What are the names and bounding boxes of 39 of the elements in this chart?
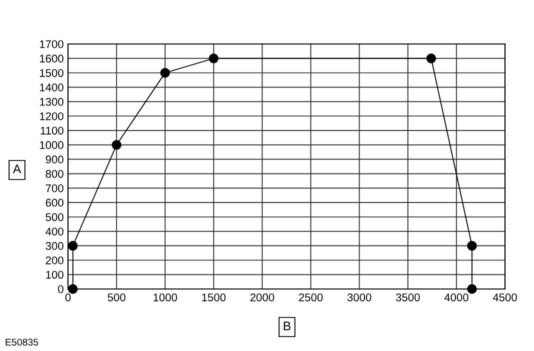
y-tick-label: 100 xyxy=(46,270,64,279)
y-tick-label: 1300 xyxy=(40,98,64,106)
point xyxy=(68,284,78,294)
y-tick-label: 0 xyxy=(58,285,64,294)
y-tick-label: 600 xyxy=(46,198,64,207)
y-tick-label: 400 xyxy=(46,228,64,236)
x-tick-label: 4000 xyxy=(444,293,468,302)
y-tick-label: 700 xyxy=(46,184,64,192)
y-tick-label: 500 xyxy=(46,213,64,222)
y-tick-label: 1500 xyxy=(40,69,64,77)
x-tick-label: 3000 xyxy=(347,293,372,302)
point xyxy=(160,68,170,78)
y-tick-label: 200 xyxy=(46,256,64,264)
text: E50835 xyxy=(6,338,38,346)
x-tick-label: 4500 xyxy=(492,293,517,302)
point xyxy=(68,240,78,251)
point xyxy=(112,140,122,150)
x-tick-label: 2000 xyxy=(250,293,274,302)
x-tick-label: 500 xyxy=(108,293,126,302)
x-tick-label: 2500 xyxy=(298,293,323,302)
x-tick-label: 0 xyxy=(65,293,71,302)
x-axis-title: B xyxy=(284,322,291,330)
y-tick-label: 1000 xyxy=(40,141,64,150)
y-tick-label: 1600 xyxy=(40,54,64,63)
y-tick-label: 1100 xyxy=(40,126,64,135)
point xyxy=(208,54,219,64)
y-tick-label: 1200 xyxy=(40,112,64,120)
y-tick-label: 1400 xyxy=(40,84,64,92)
y-axis-title: A xyxy=(12,164,22,174)
point xyxy=(467,240,477,251)
y-tick-label: 900 xyxy=(46,156,64,164)
point xyxy=(467,284,477,294)
y-tick-label: 300 xyxy=(46,242,64,250)
x-tick-label: 1500 xyxy=(202,293,226,302)
y-tick-label: 800 xyxy=(46,170,64,178)
point xyxy=(426,54,436,64)
x-tick-label: 3500 xyxy=(396,293,420,302)
x-tick-label: 1000 xyxy=(154,293,178,302)
y-tick-label: 1700 xyxy=(40,40,64,48)
